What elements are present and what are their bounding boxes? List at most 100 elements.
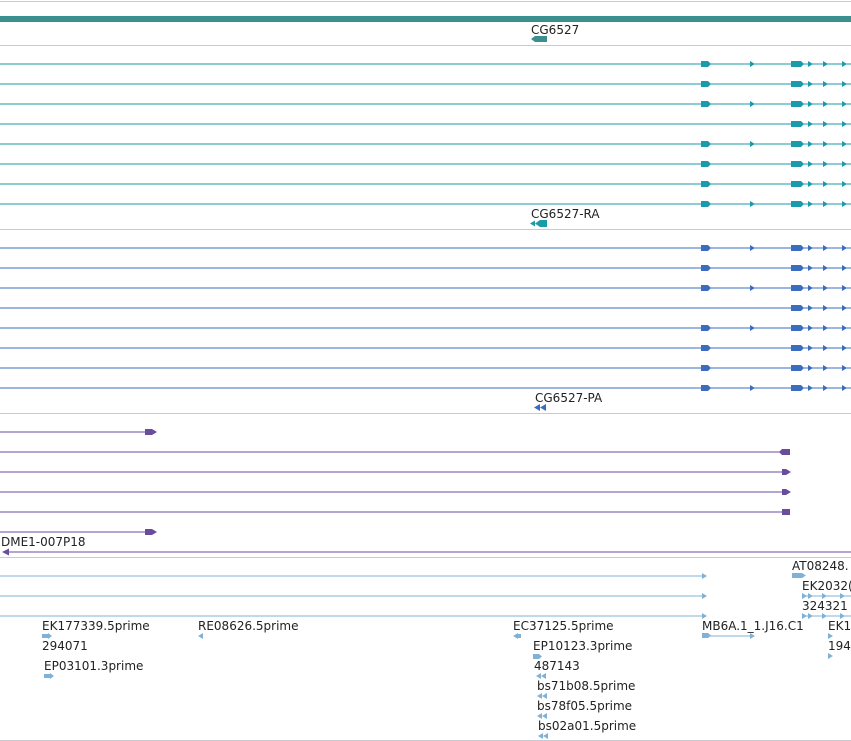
est-end[interactable]: [708, 633, 711, 638]
exon-block[interactable]: [701, 101, 711, 107]
est-end[interactable]: [539, 654, 542, 659]
est-end[interactable]: [542, 713, 547, 719]
mrna-glyph-arrow[interactable]: [534, 404, 540, 411]
exon-block[interactable]: [701, 285, 711, 291]
exon-block[interactable]: [808, 365, 813, 371]
exon-block[interactable]: [750, 61, 755, 67]
exon-block[interactable]: [808, 61, 813, 67]
exon-block[interactable]: [791, 201, 804, 207]
est-end[interactable]: [537, 713, 542, 719]
exon-block[interactable]: [750, 101, 755, 107]
exon-block[interactable]: [842, 345, 847, 351]
est-block[interactable]: [840, 593, 845, 599]
est-block[interactable]: [792, 573, 802, 578]
exon-block[interactable]: [842, 141, 847, 147]
exon-block[interactable]: [791, 181, 804, 187]
exon-block[interactable]: [750, 201, 755, 207]
exon-block[interactable]: [842, 265, 847, 271]
est-block[interactable]: [828, 653, 833, 659]
exon-block[interactable]: [823, 365, 828, 371]
exon-block[interactable]: [701, 365, 711, 371]
exon-block[interactable]: [808, 201, 813, 207]
est-block[interactable]: [802, 613, 807, 619]
est-end[interactable]: [50, 673, 54, 679]
est-block[interactable]: [42, 634, 48, 638]
est-block[interactable]: [702, 633, 708, 638]
exon-block[interactable]: [823, 81, 828, 87]
exon-block[interactable]: [791, 81, 804, 87]
exon-block[interactable]: [842, 161, 847, 167]
exon-block[interactable]: [808, 385, 813, 391]
exon-block[interactable]: [808, 101, 813, 107]
exon-block[interactable]: [701, 141, 711, 147]
est-block[interactable]: [44, 674, 50, 678]
exon-block[interactable]: [823, 61, 828, 67]
est-block[interactable]: [822, 593, 827, 599]
est-end[interactable]: [536, 673, 541, 679]
exon-block[interactable]: [808, 325, 813, 331]
exon-block[interactable]: [808, 81, 813, 87]
exon-block[interactable]: [701, 81, 711, 87]
exon-block[interactable]: [842, 245, 847, 251]
est-end[interactable]: [537, 693, 542, 699]
exon-block[interactable]: [823, 325, 828, 331]
est-block[interactable]: [808, 613, 813, 619]
exon-block[interactable]: [842, 181, 847, 187]
exon-block[interactable]: [701, 385, 711, 391]
exon-block[interactable]: [808, 285, 813, 291]
exon-block[interactable]: [701, 345, 711, 351]
est-block[interactable]: [750, 633, 755, 639]
exon-block[interactable]: [808, 181, 813, 187]
exon-block[interactable]: [808, 305, 813, 311]
exon-block[interactable]: [791, 305, 804, 311]
est-end[interactable]: [543, 733, 548, 739]
cds-glyph-arrow[interactable]: [530, 220, 535, 227]
exon-block[interactable]: [823, 141, 828, 147]
exon-block[interactable]: [750, 141, 755, 147]
est-end[interactable]: [802, 573, 806, 578]
clone-end[interactable]: [782, 509, 790, 515]
exon-block[interactable]: [823, 305, 828, 311]
exon-block[interactable]: [842, 325, 847, 331]
exon-block[interactable]: [808, 121, 813, 127]
exon-block[interactable]: [791, 101, 804, 107]
exon-block[interactable]: [823, 181, 828, 187]
exon-block[interactable]: [701, 325, 711, 331]
exon-block[interactable]: [701, 265, 711, 271]
exon-block[interactable]: [750, 285, 755, 291]
exon-block[interactable]: [823, 285, 828, 291]
est-block[interactable]: [828, 633, 833, 639]
exon-block[interactable]: [750, 385, 755, 391]
est-end[interactable]: [702, 573, 707, 579]
est-block[interactable]: [518, 634, 521, 638]
exon-block[interactable]: [823, 161, 828, 167]
exon-block[interactable]: [791, 365, 804, 371]
exon-block[interactable]: [701, 181, 711, 187]
exon-block[interactable]: [842, 61, 847, 67]
exon-block[interactable]: [750, 245, 755, 251]
clone-end[interactable]: [782, 469, 791, 475]
exon-block[interactable]: [791, 285, 804, 291]
exon-block[interactable]: [808, 265, 813, 271]
exon-block[interactable]: [791, 265, 804, 271]
est-block[interactable]: [802, 593, 807, 599]
exon-block[interactable]: [842, 121, 847, 127]
gene-glyph[interactable]: [531, 36, 547, 42]
est-end[interactable]: [198, 633, 203, 639]
cds-glyph[interactable]: [535, 220, 547, 227]
exon-block[interactable]: [791, 245, 804, 251]
est-end[interactable]: [538, 733, 543, 739]
exon-block[interactable]: [750, 325, 755, 331]
est-end[interactable]: [542, 693, 547, 699]
exon-block[interactable]: [808, 141, 813, 147]
exon-block[interactable]: [808, 245, 813, 251]
clone-end[interactable]: [782, 489, 791, 495]
exon-block[interactable]: [701, 201, 711, 207]
exon-block[interactable]: [823, 101, 828, 107]
est-end[interactable]: [48, 633, 52, 639]
mrna-glyph-arrow[interactable]: [540, 404, 546, 411]
est-block[interactable]: [808, 593, 813, 599]
clone-end[interactable]: [145, 529, 157, 535]
exon-block[interactable]: [791, 325, 804, 331]
est-end[interactable]: [702, 593, 707, 599]
